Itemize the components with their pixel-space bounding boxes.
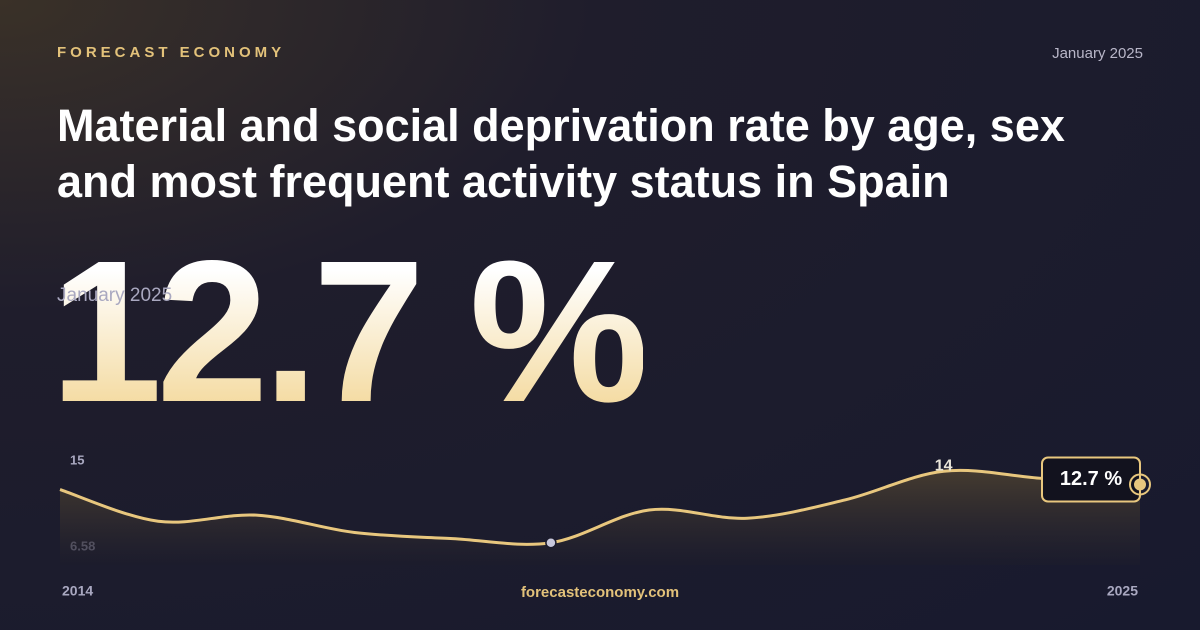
headline-date: January 2025 bbox=[57, 285, 173, 306]
last-point bbox=[1134, 478, 1146, 491]
headline-value: 12.7 % bbox=[50, 218, 649, 444]
x-tick-label: 2025 bbox=[1107, 583, 1138, 599]
brand: FORECAST ECONOMY bbox=[57, 44, 286, 61]
y-tick-label: 15 bbox=[70, 452, 84, 467]
date: January 2025 bbox=[1052, 45, 1143, 62]
line bbox=[59, 468, 1141, 546]
value-label: 12.7 % bbox=[1060, 468, 1122, 490]
footer: forecasteconomy.com bbox=[520, 584, 680, 601]
min-point bbox=[545, 536, 557, 549]
x-tick-label: 2014 bbox=[62, 583, 93, 599]
last-point-ring bbox=[1129, 473, 1151, 496]
value-label: 14 bbox=[935, 457, 953, 474]
title: Material and social deprivation rate by … bbox=[57, 100, 1065, 207]
